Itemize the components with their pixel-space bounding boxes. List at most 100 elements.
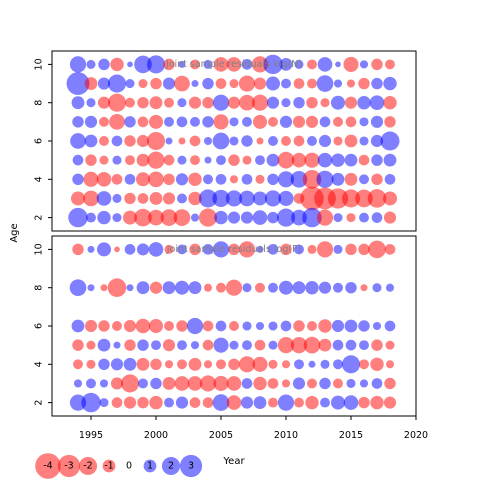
residual-bubble [267, 378, 279, 389]
residual-bubble [216, 359, 226, 370]
residual-bubble [380, 131, 400, 151]
residual-bubble [190, 341, 200, 350]
residual-bubble [307, 244, 317, 254]
residual-bubble [70, 191, 86, 206]
residual-bubble [267, 173, 279, 186]
residual-bubble [383, 396, 397, 409]
residual-bubble [368, 240, 386, 259]
residual-bubble [87, 284, 95, 292]
residual-bubble [241, 59, 253, 70]
residual-bubble [162, 77, 176, 90]
residual-bubble [148, 318, 164, 334]
residual-bubble [164, 116, 174, 127]
residual-bubble [292, 115, 306, 128]
residual-bubble [97, 96, 111, 109]
residual-bubble [198, 208, 218, 227]
residual-bubble [216, 282, 226, 293]
residual-bubble [355, 189, 373, 208]
residual-bubble [188, 281, 202, 295]
residual-bubble [318, 134, 332, 148]
residual-bubble [227, 211, 241, 224]
residual-bubble [212, 132, 230, 150]
residual-bubble [86, 59, 96, 69]
residual-bubble [69, 279, 87, 297]
residual-bubble [163, 173, 175, 186]
residual-bubble [84, 134, 98, 148]
residual-bubble [333, 116, 343, 127]
residual-bubble [255, 321, 265, 331]
residual-bubble [333, 213, 343, 223]
residual-bubble [305, 115, 319, 128]
residual-bubble [346, 79, 356, 88]
residual-bubble [280, 243, 292, 256]
residual-bubble [384, 244, 396, 255]
residual-bubble [81, 392, 101, 413]
residual-bubble [358, 243, 370, 256]
residual-bubble [358, 154, 370, 166]
residual-bubble [72, 154, 84, 166]
residual-bubble [107, 278, 127, 297]
residual-bubble [316, 75, 334, 92]
residual-bubble [134, 55, 152, 74]
residual-bubble [307, 59, 317, 70]
residual-bubble [164, 97, 174, 108]
residual-bubble [346, 378, 356, 388]
residual-bubble [112, 155, 122, 165]
residual-bubble [226, 376, 242, 391]
residual-bubble [136, 357, 150, 371]
residual-bubble [253, 376, 267, 391]
residual-bubble [188, 357, 202, 371]
residual-bubble [99, 136, 109, 146]
residual-bubble [112, 213, 122, 223]
residual-bubble [176, 116, 188, 128]
legend-label: -4 [43, 461, 52, 472]
residual-bubble [124, 135, 136, 147]
residual-bubble [189, 135, 201, 147]
residual-bubble [126, 284, 134, 292]
residual-bubble [240, 396, 254, 409]
residual-bubble [100, 284, 108, 292]
residual-bubble [162, 339, 176, 352]
legend-label: 2 [168, 461, 174, 472]
residual-bubble [385, 59, 395, 70]
legend-bubble [179, 454, 203, 478]
residual-bubble [371, 378, 383, 389]
residual-bubble [149, 281, 163, 294]
residual-bubble [71, 319, 85, 333]
residual-bubble [177, 155, 187, 165]
residual-bubble [68, 207, 88, 228]
x-tick-label: 2015 [339, 430, 363, 441]
y-tick-label: 6 [34, 138, 45, 144]
residual-bubble [175, 396, 189, 409]
residual-bubble [225, 279, 243, 296]
residual-bubble [385, 360, 395, 369]
residual-bubble [344, 319, 358, 333]
residual-bubble [267, 244, 279, 255]
residual-bubble [293, 320, 305, 332]
residual-bubble [281, 360, 291, 369]
residual-bubble [137, 193, 149, 204]
residual-bubble [111, 135, 123, 147]
residual-bubble [110, 57, 124, 72]
residual-bubble [268, 282, 278, 293]
x-tick-label: 2000 [144, 430, 168, 441]
residual-bubble [214, 210, 228, 225]
residual-bubble [177, 244, 187, 255]
residual-bubble [317, 152, 333, 168]
residual-bubble [202, 116, 214, 128]
x-tick-label: 2005 [209, 430, 233, 441]
residual-bubble [175, 173, 189, 186]
residual-bubble [291, 152, 307, 168]
residual-bubble [174, 280, 190, 295]
residual-bubble [70, 133, 86, 149]
residual-bubble [146, 55, 166, 74]
residual-bubble [203, 283, 213, 292]
residual-bubble [202, 339, 214, 351]
residual-bubble [147, 151, 165, 169]
residual-bubble [359, 117, 369, 127]
residual-bubble [333, 359, 343, 370]
residual-bubble [215, 78, 227, 89]
residual-bubble [125, 155, 135, 166]
residual-bubble [99, 379, 109, 388]
residual-bubble [359, 60, 369, 69]
